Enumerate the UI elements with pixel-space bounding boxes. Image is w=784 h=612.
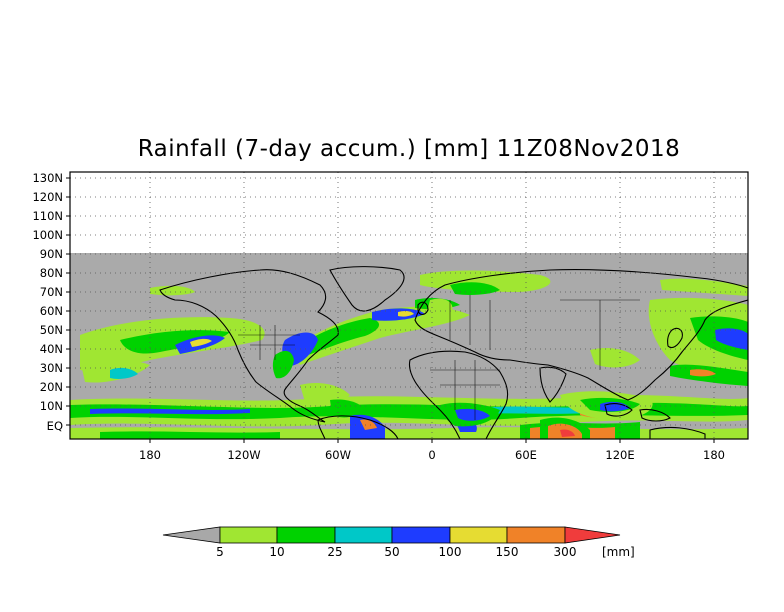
coastlines	[159, 266, 748, 439]
lat-label-80n: 80N	[40, 266, 63, 280]
precip-field	[70, 266, 748, 439]
colorbar-label-5: 5	[216, 545, 224, 559]
colorbar-label-100: 100	[439, 545, 462, 559]
colorbar-label-300: 300	[554, 545, 577, 559]
lat-label-60n: 60N	[40, 304, 63, 318]
longitude-labels: 180 120W 60W 0 60E 120E 180	[139, 448, 725, 462]
colorbar-left-triangle	[162, 526, 221, 544]
lat-label-130n: 130N	[32, 171, 63, 185]
colorbar-bin-50-100	[391, 526, 451, 544]
colorbar-unit: [mm]	[602, 545, 635, 559]
colorbar: 5 10 25 50 100 150 300 [mm]	[162, 526, 635, 559]
colorbar-label-25: 25	[327, 545, 342, 559]
colorbar-bin-10-25	[276, 526, 336, 544]
colorbar-right-triangle	[564, 526, 621, 544]
latitude-labels: 130N 120N 110N 100N 90N 80N 70N 60N 50N …	[32, 171, 63, 433]
lon-label-180w: 180	[139, 448, 161, 462]
colorbar-bin-150-300	[506, 526, 566, 544]
lat-label-100n: 100N	[32, 228, 63, 242]
lon-label-60e: 60E	[515, 448, 537, 462]
lat-label-90n: 90N	[40, 247, 63, 261]
lat-label-40n: 40N	[40, 342, 63, 356]
lat-label-10n: 10N	[40, 399, 63, 413]
lon-label-60w: 60W	[325, 448, 351, 462]
colorbar-bin-100-150	[449, 526, 508, 544]
colorbar-bin-5-10	[219, 526, 278, 544]
colorbar-label-150: 150	[496, 545, 519, 559]
colorbar-label-50: 50	[384, 545, 399, 559]
rainfall-map	[66, 171, 749, 443]
lat-label-70n: 70N	[40, 285, 63, 299]
lon-label-120w: 120W	[227, 448, 260, 462]
map-frame	[69, 171, 749, 440]
gridlines	[70, 172, 748, 439]
lon-label-180e: 180	[703, 448, 725, 462]
lat-label-20n: 20N	[40, 380, 63, 394]
country-borders	[238, 295, 640, 420]
map-title: Rainfall (7-day accum.) [mm] 11Z08Nov201…	[137, 136, 681, 162]
lat-label-30n: 30N	[40, 361, 63, 375]
lat-label-eq: EQ	[47, 419, 63, 433]
lat-label-120n: 120N	[32, 190, 63, 204]
colorbar-label-10: 10	[269, 545, 284, 559]
tick-marks	[66, 177, 715, 443]
colorbar-bin-25-50	[334, 526, 393, 544]
lat-label-50n: 50N	[40, 323, 63, 337]
lat-label-110n: 110N	[32, 209, 63, 223]
lon-label-120e: 120E	[605, 448, 634, 462]
lon-label-0: 0	[428, 448, 435, 462]
